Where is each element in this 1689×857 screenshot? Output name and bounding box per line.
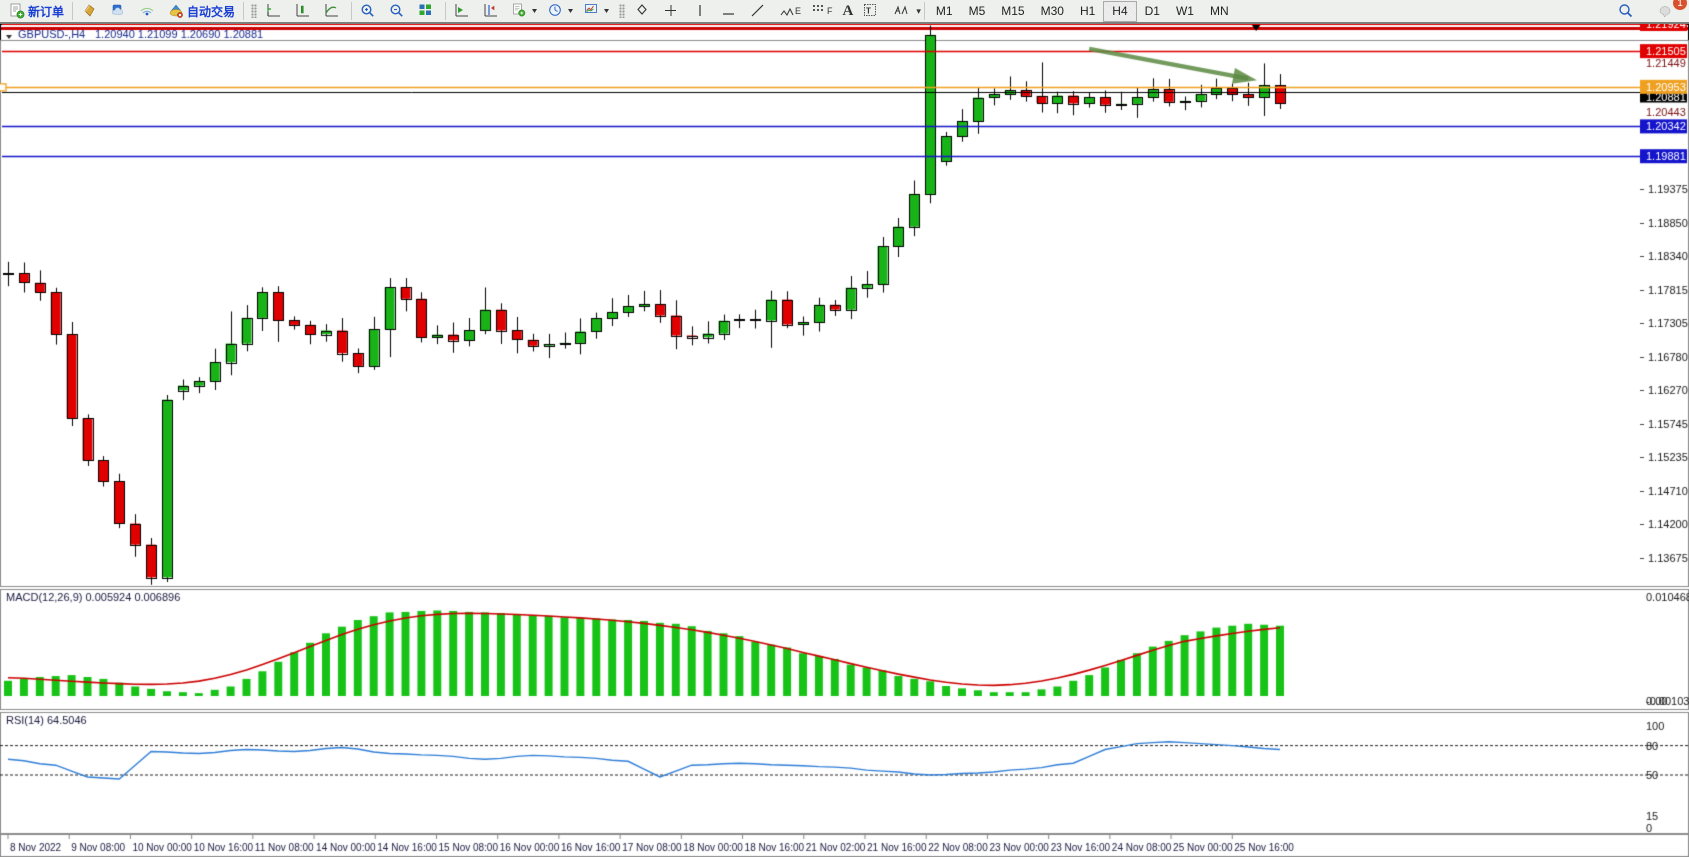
svg-text:T: T bbox=[866, 7, 871, 16]
